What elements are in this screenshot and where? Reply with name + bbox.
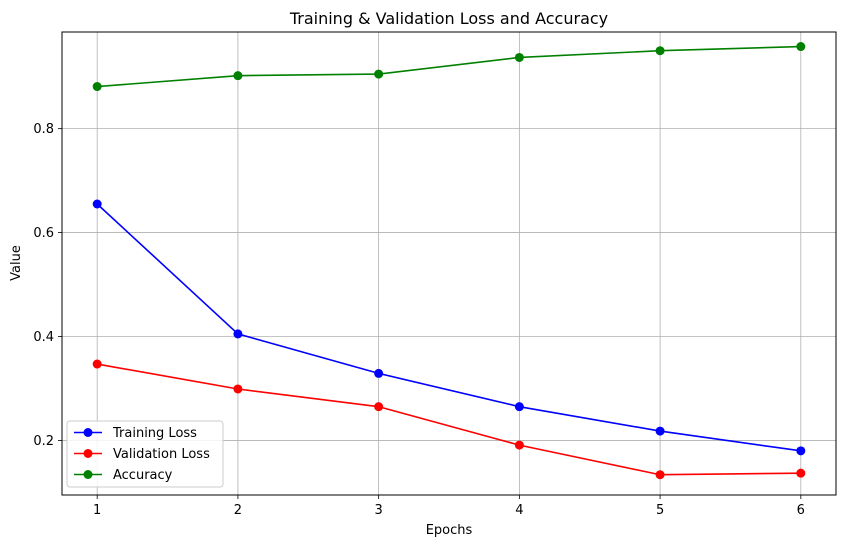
series-line-accuracy: [97, 45, 801, 88]
data-point-accuracy: [796, 42, 806, 52]
data-point-training-loss: [233, 329, 243, 339]
y-axis-label: Value: [9, 245, 24, 281]
legend-swatch-marker-accuracy: [83, 470, 93, 479]
legend-label-training-loss: Training Loss: [112, 426, 197, 441]
data-point-validation-loss: [92, 359, 102, 369]
data-point-accuracy: [655, 46, 665, 56]
data-point-validation-loss: [796, 468, 806, 478]
data-point-accuracy: [374, 69, 384, 79]
series-accuracy: [92, 42, 806, 92]
legend: Training Loss Validation Loss Accuracy: [66, 420, 224, 488]
legend-label-validation-loss: Validation Loss: [113, 447, 210, 462]
y-ticks: 0.2 0.4 0.6 0.8: [33, 122, 62, 449]
data-point-validation-loss: [514, 440, 524, 450]
x-ticks: 1 2 3 4 5 6: [93, 495, 805, 518]
series-group: [92, 42, 806, 480]
x-tick-label: 6: [797, 503, 805, 518]
x-axis-label: Epochs: [426, 523, 473, 538]
y-tick-label: 0.6: [33, 226, 54, 241]
data-point-validation-loss: [374, 402, 384, 412]
data-point-accuracy: [233, 71, 243, 81]
data-point-training-loss: [92, 199, 102, 209]
data-point-training-loss: [374, 368, 384, 378]
data-point-accuracy: [514, 52, 524, 62]
series-line-training-loss: [96, 203, 801, 452]
legend-box: [66, 420, 224, 488]
y-tick-label: 0.2: [33, 434, 54, 449]
data-point-training-loss: [655, 426, 665, 436]
x-tick-label: 5: [656, 503, 664, 518]
legend-label-accuracy: Accuracy: [113, 468, 173, 483]
y-tick-label: 0.8: [33, 122, 54, 137]
data-point-training-loss: [796, 446, 806, 456]
x-tick-label: 4: [515, 503, 523, 518]
data-point-validation-loss: [233, 384, 243, 394]
x-tick-label: 1: [93, 503, 101, 518]
legend-swatch-marker-validation-loss: [83, 449, 93, 458]
y-tick-label: 0.4: [33, 330, 54, 345]
x-tick-label: 2: [234, 503, 242, 518]
chart-title: Training & Validation Loss and Accuracy: [289, 9, 608, 28]
data-point-training-loss: [514, 402, 524, 412]
x-tick-label: 3: [374, 503, 382, 518]
plot-frame: [61, 31, 837, 496]
data-point-accuracy: [92, 82, 102, 92]
legend-swatch-marker-training-loss: [83, 428, 93, 437]
data-point-validation-loss: [655, 470, 665, 480]
series-validation-loss: [92, 359, 806, 480]
series-training-loss: [92, 199, 806, 456]
series-line-validation-loss: [97, 363, 801, 476]
